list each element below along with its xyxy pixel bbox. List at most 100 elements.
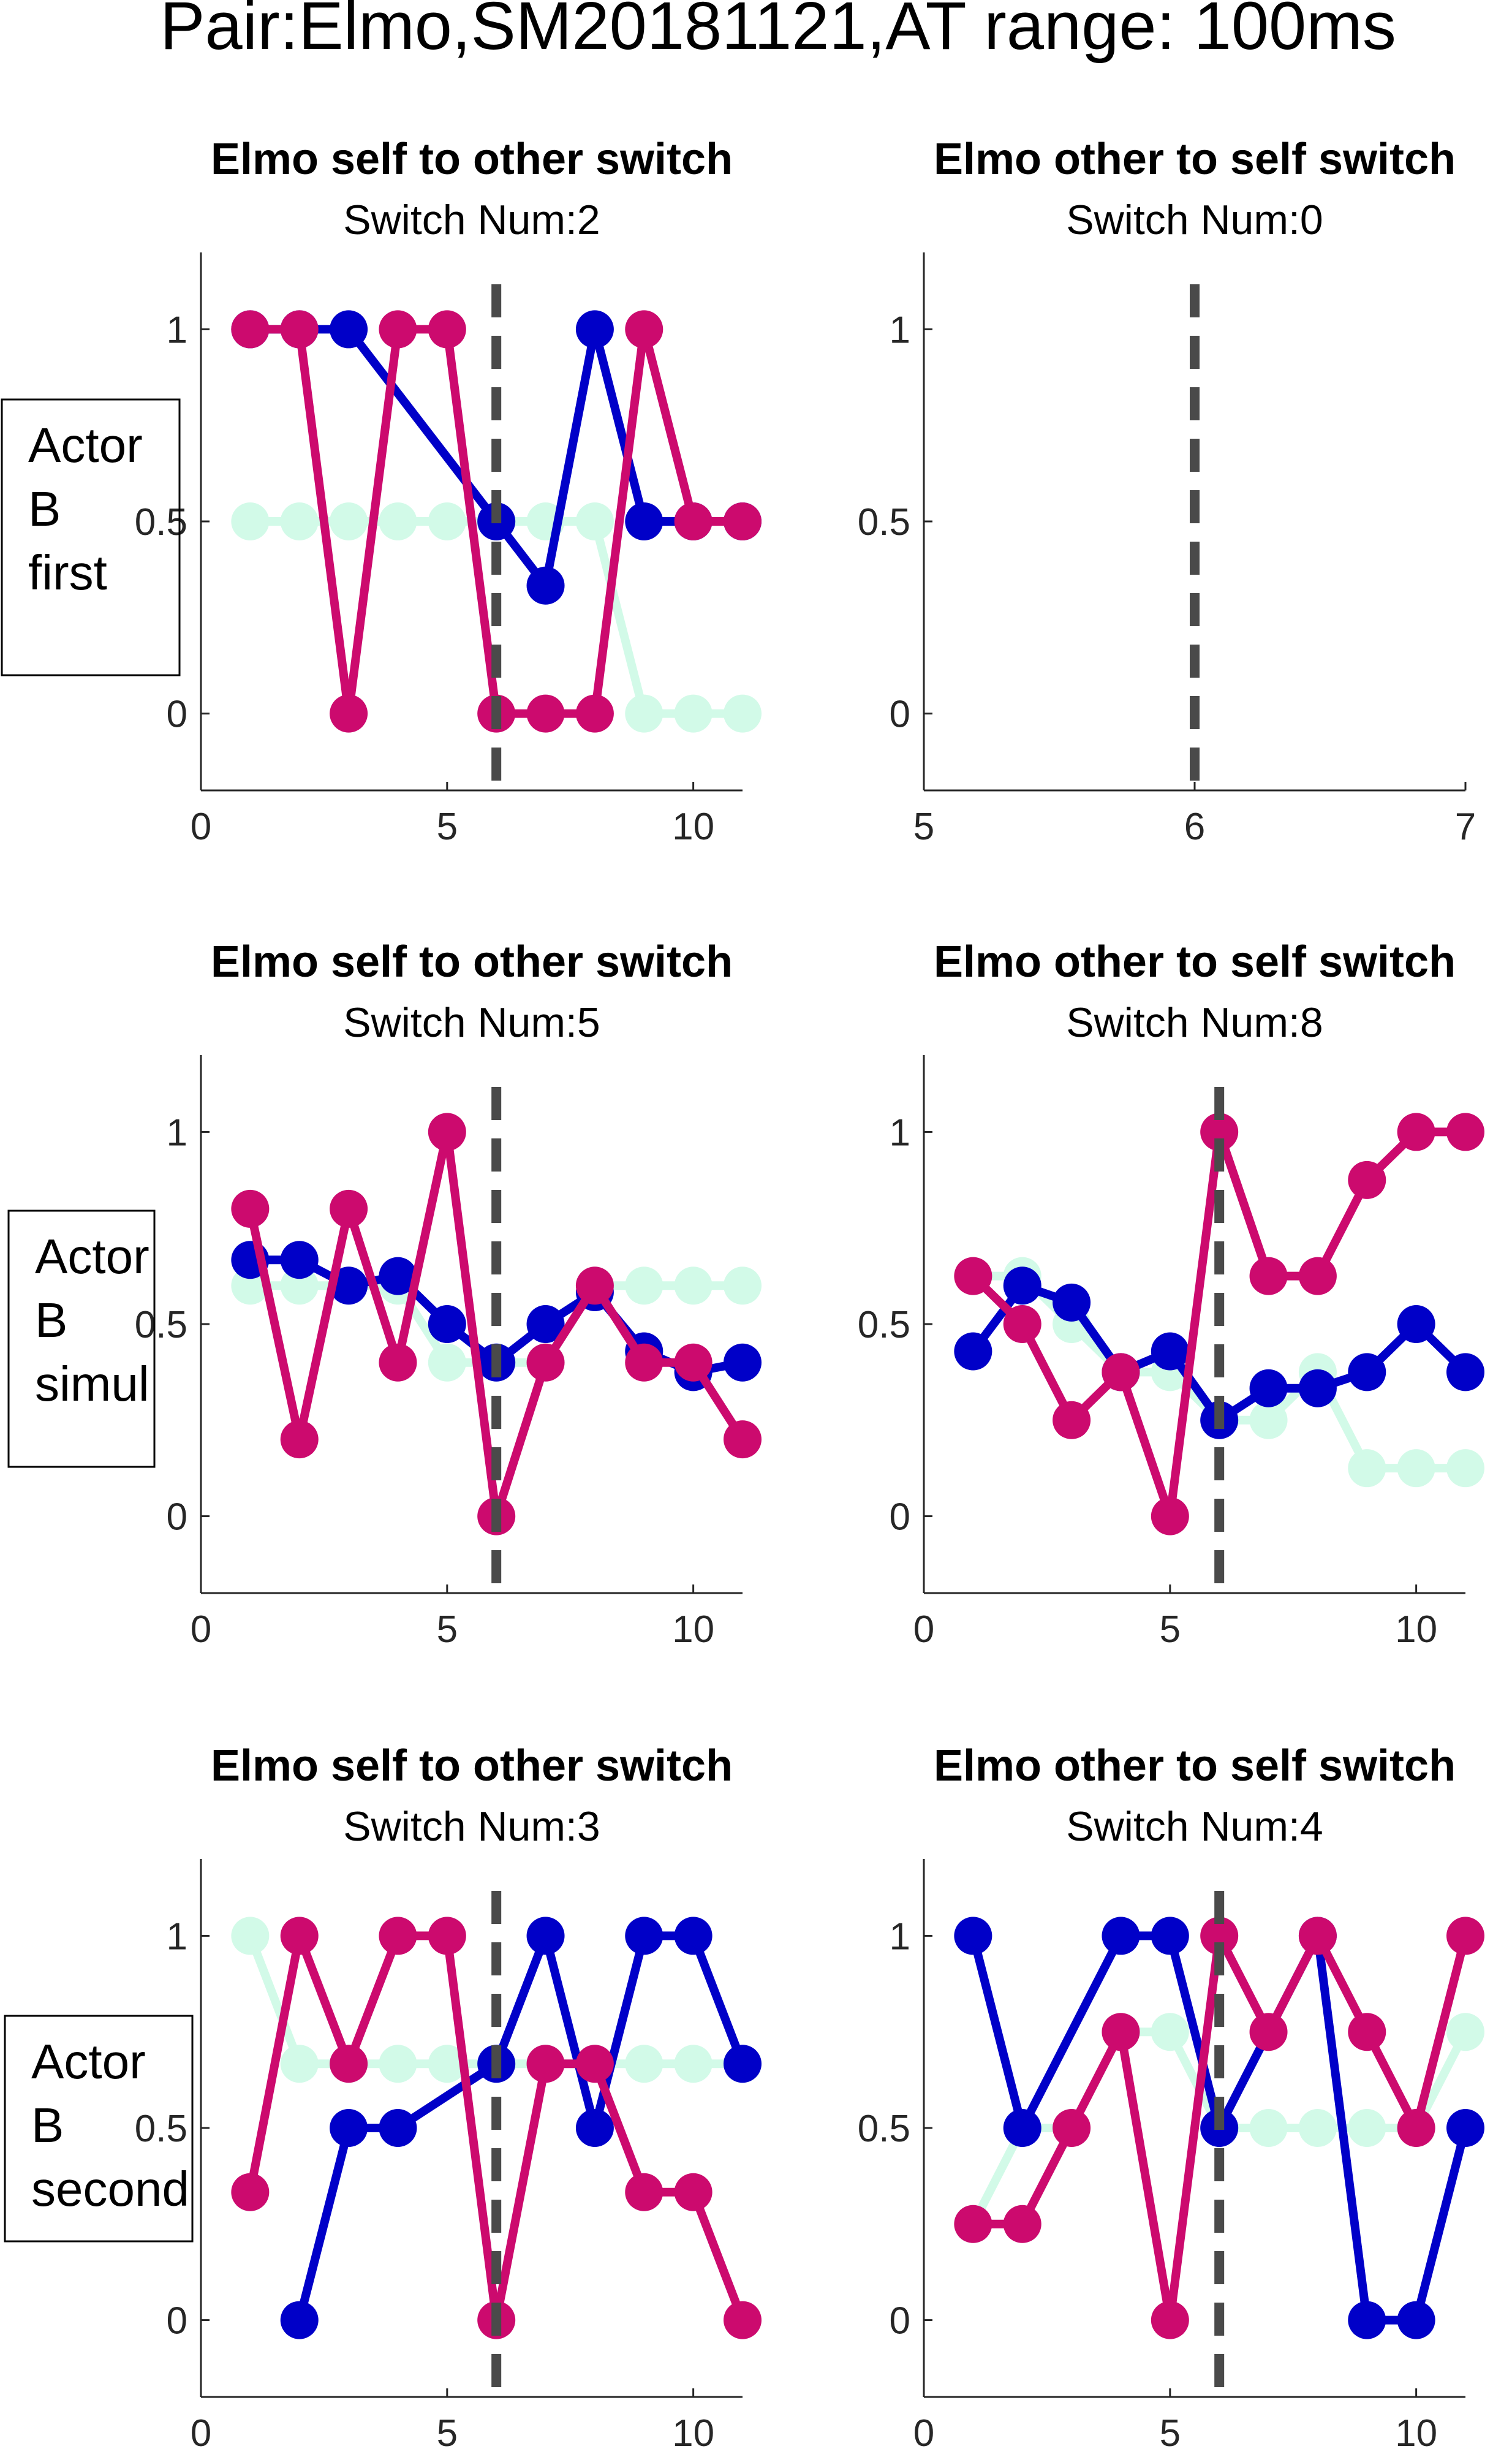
subplot-subtitle: Switch Num:3	[343, 1803, 600, 1850]
data-point-mint	[625, 1266, 663, 1305]
x-tick-label: 5	[913, 806, 934, 848]
row-label-box	[4, 2015, 194, 2243]
data-point-magenta	[674, 1343, 713, 1382]
subplot-4: 0 5 10 0 0.5 1 Elmo other to self switch Switch…	[858, 937, 1484, 1651]
subplot-subtitle: Switch Num:0	[1066, 197, 1323, 243]
x-tick-label: 10	[672, 2412, 714, 2455]
subplot-title: Elmo other to self switch	[934, 135, 1456, 184]
data-point-mint	[625, 694, 663, 733]
y-tick-label: 1	[167, 309, 187, 351]
subplot-subtitle: Switch Num:5	[343, 999, 600, 1046]
subplot-title: Elmo other to self switch	[934, 1741, 1456, 1790]
y-tick-label: 1	[890, 1915, 910, 1958]
data-point-blue	[526, 1917, 565, 1955]
data-point-blue	[1397, 1305, 1435, 1343]
row-label-box	[7, 1210, 156, 1468]
data-point-blue	[379, 2109, 417, 2147]
data-point-blue	[330, 1266, 368, 1305]
x-tick-label: 10	[1395, 1608, 1437, 1651]
row-label-line: B	[35, 1293, 67, 1347]
data-point-blue	[625, 502, 663, 540]
subplot-2: 5 6 7 0 0.5 1 Elmo other to self switch Switch …	[858, 135, 1476, 848]
data-point-magenta	[1298, 1917, 1337, 1955]
data-point-blue	[330, 2109, 368, 2147]
data-point-mint	[1249, 1401, 1288, 1439]
data-point-blue	[954, 1332, 992, 1371]
y-tick-label: 0	[890, 2300, 910, 2342]
data-point-mint	[724, 1266, 762, 1305]
data-point-mint	[330, 502, 368, 540]
subplot-3: 0 5 10 0 0.5 1 Elmo self to other switch Switch…	[135, 937, 762, 1651]
data-point-mint	[1397, 1449, 1435, 1488]
y-tick-label: 0	[890, 694, 910, 736]
data-point-blue	[1151, 1917, 1189, 1955]
data-point-magenta	[1249, 1257, 1288, 1295]
data-point-magenta	[428, 1917, 466, 1955]
data-point-blue	[1053, 1283, 1091, 1322]
data-point-magenta	[1397, 1113, 1435, 1151]
row-label-line: B	[31, 2098, 64, 2152]
row-label-line: second	[31, 2162, 189, 2216]
data-point-blue	[1397, 2301, 1435, 2339]
data-point-magenta	[954, 1257, 992, 1295]
data-point-magenta	[330, 2045, 368, 2083]
y-tick-label: 1	[167, 1915, 187, 1958]
data-point-blue	[1249, 1369, 1288, 1407]
data-point-mint	[674, 1266, 713, 1305]
data-point-magenta	[1446, 1113, 1484, 1151]
data-point-mint	[1446, 1449, 1484, 1488]
data-point-magenta	[625, 1343, 663, 1382]
x-tick-label: 10	[672, 1608, 714, 1651]
data-point-mint	[428, 2045, 466, 2083]
subplot-title: Elmo self to other switch	[211, 135, 733, 184]
data-point-blue	[724, 1343, 762, 1382]
data-point-magenta	[575, 1266, 614, 1305]
subplot-5: 0 5 10 0 0.5 1 Elmo self to other switch Switch…	[135, 1741, 762, 2455]
data-point-mint	[231, 1917, 270, 1955]
data-point-magenta	[280, 310, 319, 349]
row-label-line: Actor	[28, 418, 143, 472]
data-point-magenta	[280, 1420, 319, 1459]
row-label-line: B	[28, 482, 61, 536]
data-point-blue	[674, 1917, 713, 1955]
data-point-magenta	[1102, 2013, 1140, 2051]
data-point-mint	[1348, 2109, 1386, 2147]
data-point-magenta	[1053, 2109, 1091, 2147]
row-label-box	[1, 398, 181, 676]
data-point-magenta	[1151, 2301, 1189, 2339]
data-point-blue	[526, 566, 565, 605]
data-point-magenta	[1298, 1257, 1337, 1295]
data-point-magenta	[575, 2045, 614, 2083]
x-tick-label: 6	[1184, 806, 1205, 848]
subplot-title: Elmo self to other switch	[211, 1741, 733, 1790]
data-point-blue	[526, 1305, 565, 1343]
data-point-mint	[1348, 1449, 1386, 1488]
data-point-magenta	[526, 2045, 565, 2083]
data-point-mint	[379, 2045, 417, 2083]
data-point-blue	[330, 310, 368, 349]
data-point-magenta	[280, 1917, 319, 1955]
x-tick-label: 5	[1160, 1608, 1181, 1651]
x-tick-label: 5	[1160, 2412, 1181, 2455]
data-point-magenta	[1200, 1113, 1239, 1151]
y-tick-label: 0.5	[858, 1304, 910, 1346]
data-point-magenta	[724, 502, 762, 540]
data-point-mint	[428, 1343, 466, 1382]
x-tick-label: 5	[437, 2412, 458, 2455]
row-label-line: first	[28, 545, 107, 600]
data-point-blue	[954, 1917, 992, 1955]
data-point-mint	[1446, 2013, 1484, 2051]
data-point-magenta	[330, 694, 368, 733]
data-point-magenta	[428, 1113, 466, 1151]
y-tick-label: 0.5	[858, 501, 910, 543]
data-point-magenta	[231, 2173, 270, 2211]
data-point-mint	[1151, 2013, 1189, 2051]
x-tick-label: 7	[1455, 806, 1476, 848]
data-point-magenta	[1348, 1160, 1386, 1199]
row-label-line: simul	[35, 1357, 149, 1411]
data-point-magenta	[1102, 1353, 1140, 1391]
data-point-mint	[674, 694, 713, 733]
